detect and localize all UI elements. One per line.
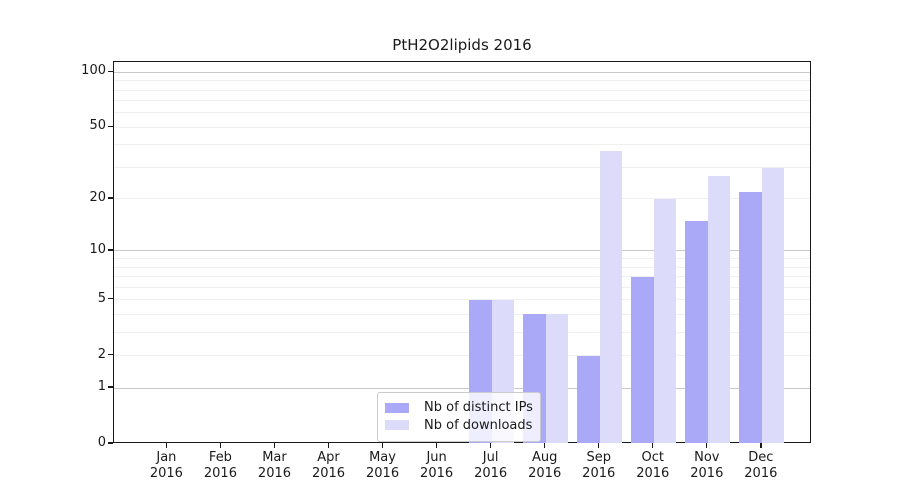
x-tick-label: Jan 2016 <box>149 450 183 481</box>
x-tick <box>489 443 492 448</box>
x-tick-label: Dec 2016 <box>744 450 778 481</box>
gridline-minor <box>114 258 810 260</box>
x-tick-label: Apr 2016 <box>311 450 346 481</box>
y-tick-label: 100 <box>81 63 106 79</box>
legend-label-distinct-ips: Nb of distinct IPs <box>424 400 533 415</box>
y-tick <box>108 70 113 73</box>
x-tick <box>760 443 762 448</box>
x-tick <box>435 443 438 448</box>
bar-nb-of-downloads-dec <box>761 167 785 443</box>
y-tick-label: 0 <box>97 435 106 450</box>
gridline-minor <box>114 286 810 288</box>
x-tick <box>598 443 600 448</box>
y-tick <box>108 197 113 199</box>
x-tick <box>219 443 222 448</box>
legend-item-downloads: Nb of downloads <box>385 417 532 433</box>
bar-nb-of-downloads-nov <box>707 175 731 443</box>
chart-title: PtH2O2lipids 2016 <box>392 36 532 54</box>
x-tick <box>706 443 708 448</box>
x-tick-label: Feb 2016 <box>203 450 237 481</box>
bar-nb-of-downloads-sep <box>599 151 623 443</box>
gridline-minor <box>114 126 810 128</box>
x-tick <box>327 443 330 448</box>
y-tick-label: 1 <box>97 379 106 395</box>
legend-swatch-distinct-ips <box>385 402 409 413</box>
y-tick-label: 2 <box>97 346 106 362</box>
gridline-major <box>114 71 810 73</box>
gridline-minor <box>114 299 810 301</box>
gridline-minor <box>114 80 810 82</box>
x-tick-label: May 2016 <box>366 450 400 481</box>
legend-swatch-downloads <box>385 420 409 430</box>
gridline-minor <box>114 276 810 278</box>
gridline-minor <box>114 266 810 268</box>
gridline-minor <box>114 198 810 200</box>
y-tick <box>108 386 113 388</box>
y-tick <box>108 249 113 251</box>
x-tick-label: Oct 2016 <box>636 450 670 481</box>
y-tick <box>108 353 113 356</box>
bar-nb-of-distinct-ips-nov <box>685 220 708 443</box>
x-tick-label: Jun 2016 <box>420 450 454 481</box>
y-tick-label: 50 <box>89 118 106 134</box>
y-tick-label: 20 <box>89 189 106 205</box>
bar-nb-of-downloads-aug <box>545 314 569 443</box>
gridline-minor <box>114 89 810 91</box>
x-tick <box>652 443 654 448</box>
x-tick <box>165 443 168 448</box>
gridline-minor <box>114 331 810 333</box>
bar-nb-of-distinct-ips-oct <box>631 276 654 443</box>
legend: Nb of distinct IPs Nb of downloads <box>377 392 541 442</box>
y-tick <box>108 298 113 300</box>
gridline-major <box>114 387 810 389</box>
x-tick-label: Sep 2016 <box>582 450 616 481</box>
bar-nb-of-distinct-ips-sep <box>577 355 600 443</box>
legend-item-distinct-ips: Nb of distinct IPs <box>385 400 533 416</box>
gridline-minor <box>114 355 810 357</box>
x-tick <box>273 443 276 448</box>
x-tick-label: Aug 2016 <box>528 450 562 481</box>
gridline-minor <box>114 167 810 168</box>
bar-nb-of-downloads-oct <box>653 198 677 443</box>
x-tick <box>381 443 384 448</box>
x-tick <box>543 443 546 448</box>
gridline-minor <box>114 313 810 315</box>
legend-label-downloads: Nb of downloads <box>424 417 533 433</box>
gridline-minor <box>114 112 810 114</box>
gridline-major <box>114 250 810 252</box>
x-tick-label: Mar 2016 <box>257 450 292 481</box>
bar-nb-of-distinct-ips-dec <box>739 191 762 443</box>
x-tick-label: Jul 2016 <box>474 450 508 481</box>
y-tick-label: 10 <box>89 241 106 257</box>
y-tick <box>108 125 113 128</box>
x-tick-label: Nov 2016 <box>690 450 724 481</box>
gridline-minor <box>114 144 810 146</box>
plot-area <box>113 61 811 443</box>
y-tick-label: 5 <box>97 290 106 306</box>
gridline-minor <box>114 100 810 102</box>
y-tick <box>108 442 113 444</box>
